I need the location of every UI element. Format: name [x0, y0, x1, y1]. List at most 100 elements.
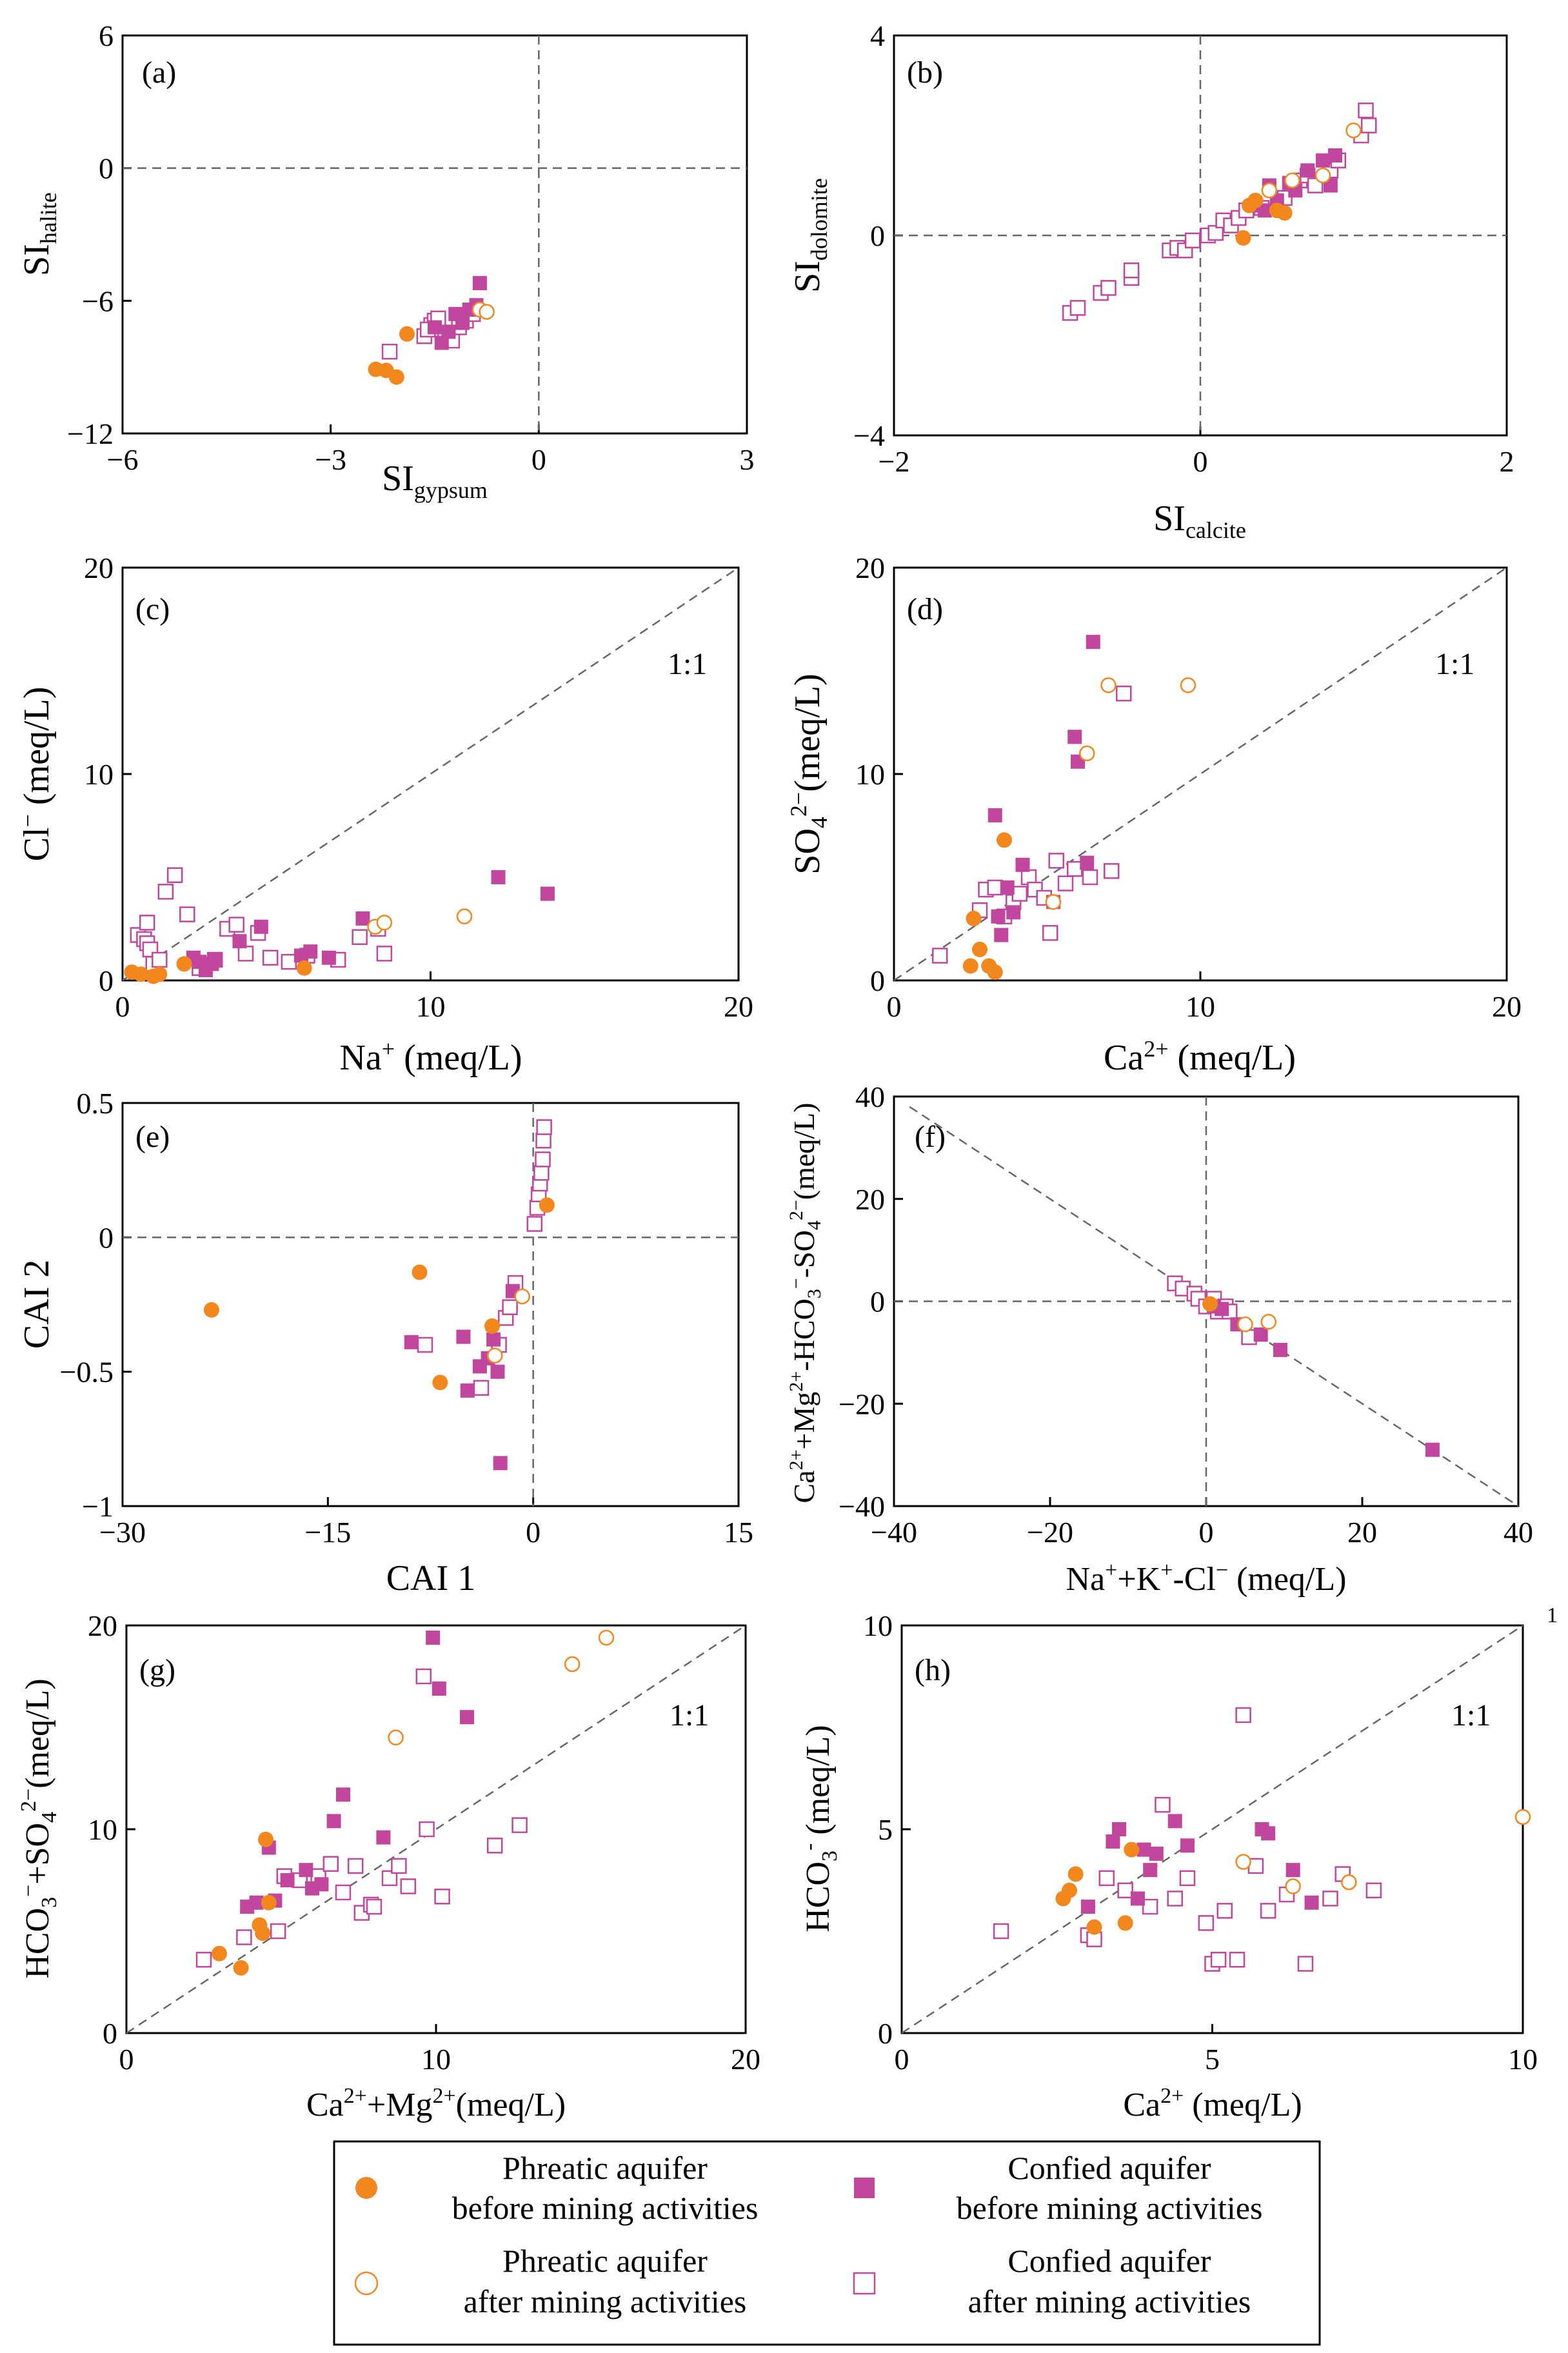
panel-c: (c) 1:1 Na+ (meq/L) Cl− (meq/L) 0 10 20 0 1…	[15, 551, 753, 1078]
panel-h: (h) 1:1 1 Ca2+ (meq/L) HCO3- (meq/L) 0 5 1…	[797, 1603, 1558, 2123]
panel-e-y-tick-label: 0	[99, 1221, 114, 1254]
panel-a-y-tick-label: −12	[67, 417, 114, 450]
panel-h-point-confined-after	[1216, 1903, 1233, 1919]
panel-c-point-phreatic-before	[176, 956, 192, 972]
panel-e-point-phreatic-after	[514, 1288, 530, 1305]
panel-h-point-confined-before	[1130, 1891, 1145, 1906]
panel-d-x-label: Ca2+ (meq/L)	[1104, 1036, 1296, 1078]
panel-d-point-phreatic-after	[1180, 677, 1196, 693]
panel-c-point-confined-before	[303, 944, 318, 959]
panel-a-x-tick-label: −3	[315, 443, 346, 476]
panel-d-point-confined-before	[991, 909, 1006, 924]
panel-c-point-confined-before	[321, 950, 336, 965]
panel-h-y-tick-label: 0	[878, 2017, 893, 2050]
panel-d-point-confined-before	[1086, 635, 1100, 650]
panel-h-y-ticks: 0 5 10	[863, 1609, 911, 2050]
panel-b-point-confined-after	[1358, 103, 1374, 119]
panel-d-point-confined-before	[1000, 880, 1015, 895]
panel-d-x-tick-label: 20	[1492, 990, 1522, 1023]
panel-d-ratio-label: 1:1	[1435, 647, 1474, 681]
panel-e-y-tick-label: 0.5	[77, 1087, 114, 1120]
legend-marker-confined-after	[853, 2272, 876, 2295]
panel-g-point-confined-after	[391, 1858, 407, 1874]
panel-d-point-confined-before	[1080, 855, 1095, 870]
legend-symbol-confined-after	[853, 2272, 876, 2295]
panel-e-x-tick-label: −15	[304, 1516, 351, 1549]
panel-c-point-phreatic-after	[376, 915, 393, 931]
panel-g-point-phreatic-after	[598, 1629, 615, 1646]
panel-d-y-label: SO42−(meq/L)	[786, 673, 832, 874]
panel-a-points	[368, 275, 495, 385]
panel-d-point-confined-before	[987, 808, 1002, 822]
panel-e-point-confined-before	[486, 1332, 501, 1347]
panel-h-point-confined-after	[1235, 1707, 1251, 1723]
panel-c-point-confined-after	[152, 951, 168, 968]
panel-c-point-confined-after	[139, 915, 155, 931]
panel-h-tag: (h)	[915, 1653, 951, 1687]
panel-d: (d) 1:1 Ca2+ (meq/L) SO42−(meq/L) 0 10 20 …	[786, 551, 1522, 1078]
panel-e-point-confined-before	[404, 1335, 419, 1349]
panel-h-point-confined-before	[1285, 1863, 1300, 1878]
panel-h-y-tick-label: 5	[878, 1813, 893, 1846]
panel-f-points	[1167, 1275, 1440, 1457]
legend-item-phreatic-before: Phreatic aquifer before mining activitie…	[355, 2150, 758, 2226]
panel-f-x-tick-label: −40	[871, 1516, 917, 1549]
panel-h-point-confined-after	[1365, 1882, 1382, 1899]
panel-e-y-tick-label: −1	[82, 1490, 114, 1523]
panel-f-y-tick-label: 40	[855, 1080, 885, 1113]
panel-b-point-confined-before	[1257, 203, 1272, 218]
panel-e-point-confined-before	[460, 1383, 475, 1398]
legend-item-confined-after: Confied aquifer after mining activities	[853, 2243, 1251, 2319]
panel-e-frame	[121, 1102, 740, 1507]
panel-g-point-confined-after	[270, 1923, 286, 1940]
panel-d-point-confined-after	[1116, 685, 1132, 702]
panel-g-point-phreatic-before	[255, 1925, 271, 1941]
panel-f-point-confined-before	[1215, 1302, 1229, 1316]
panel-b-point-confined-after	[1184, 232, 1201, 248]
panel-h-point-confined-after	[1117, 1882, 1133, 1899]
panel-b-point-confined-after	[1069, 300, 1086, 316]
panel-c-tag: (c)	[135, 592, 170, 626]
panel-c-x-tick-label: 0	[115, 990, 130, 1023]
panel-e-points	[203, 1119, 555, 1471]
panel-d-one-to-one-line	[893, 566, 1507, 982]
legend-label-confined-after-line1: Confied aquifer	[1007, 2243, 1211, 2279]
panel-e-x-ticks: −30 −15 0 15	[99, 1497, 753, 1549]
panel-b-point-confined-before	[1328, 148, 1342, 163]
panel-a-x-label: SIgypsum	[382, 459, 488, 503]
panel-f-y-tick-label: −40	[839, 1490, 885, 1523]
panel-e-point-confined-before	[490, 1364, 505, 1379]
panel-g-point-phreatic-after	[388, 1729, 404, 1746]
panel-a-point-phreatic-after	[479, 304, 495, 320]
legend-item-phreatic-after: Phreatic aquifer after mining activities	[354, 2243, 746, 2319]
panel-a-frame	[121, 34, 748, 435]
panel-h-point-confined-after	[1260, 1903, 1276, 1919]
panel-h-point-phreatic-before	[1086, 1919, 1102, 1935]
panel-e-y-ticks: −1 −0.5 0 0.5	[60, 1087, 132, 1523]
panel-a-point-confined-before	[472, 275, 487, 290]
legend-marker-confined-before	[854, 2178, 875, 2198]
panel-f-point-phreatic-after	[1237, 1316, 1253, 1333]
panel-f-y-label: Ca2++Mg2+-HCO3−-SO42−(meq/L)	[786, 1103, 825, 1504]
legend-symbol-confined-before	[854, 2178, 875, 2198]
panel-f-tag: (f)	[915, 1120, 946, 1154]
panel-b-point-phreatic-after	[1284, 172, 1300, 188]
legend-symbol-phreatic-before	[355, 2177, 377, 2199]
panel-a-x-tick-label: −6	[107, 443, 139, 476]
panel-h-point-phreatic-after	[1235, 1854, 1251, 1870]
legend-marker-phreatic-after	[354, 2271, 379, 2296]
panel-b-point-phreatic-before	[1276, 205, 1293, 221]
panel-h-y-tick-label: 10	[863, 1609, 893, 1642]
panel-g-one-to-one-line	[126, 1624, 746, 2034]
panel-e-point-phreatic-before	[412, 1264, 428, 1280]
panel-d-guides	[893, 566, 1507, 982]
panel-b-x-tick-label: 2	[1500, 445, 1514, 478]
panel-c-x-tick-label: 20	[724, 990, 753, 1023]
panel-d-point-confined-after	[1042, 925, 1058, 941]
panel-d-point-confined-before	[1015, 857, 1030, 872]
panel-h-point-confined-before	[1136, 1842, 1151, 1857]
panel-e-point-confined-before	[456, 1329, 471, 1344]
panel-e-point-confined-after	[473, 1380, 490, 1396]
panel-f-point-phreatic-after	[1260, 1314, 1277, 1330]
panel-g-point-confined-after	[347, 1858, 364, 1874]
